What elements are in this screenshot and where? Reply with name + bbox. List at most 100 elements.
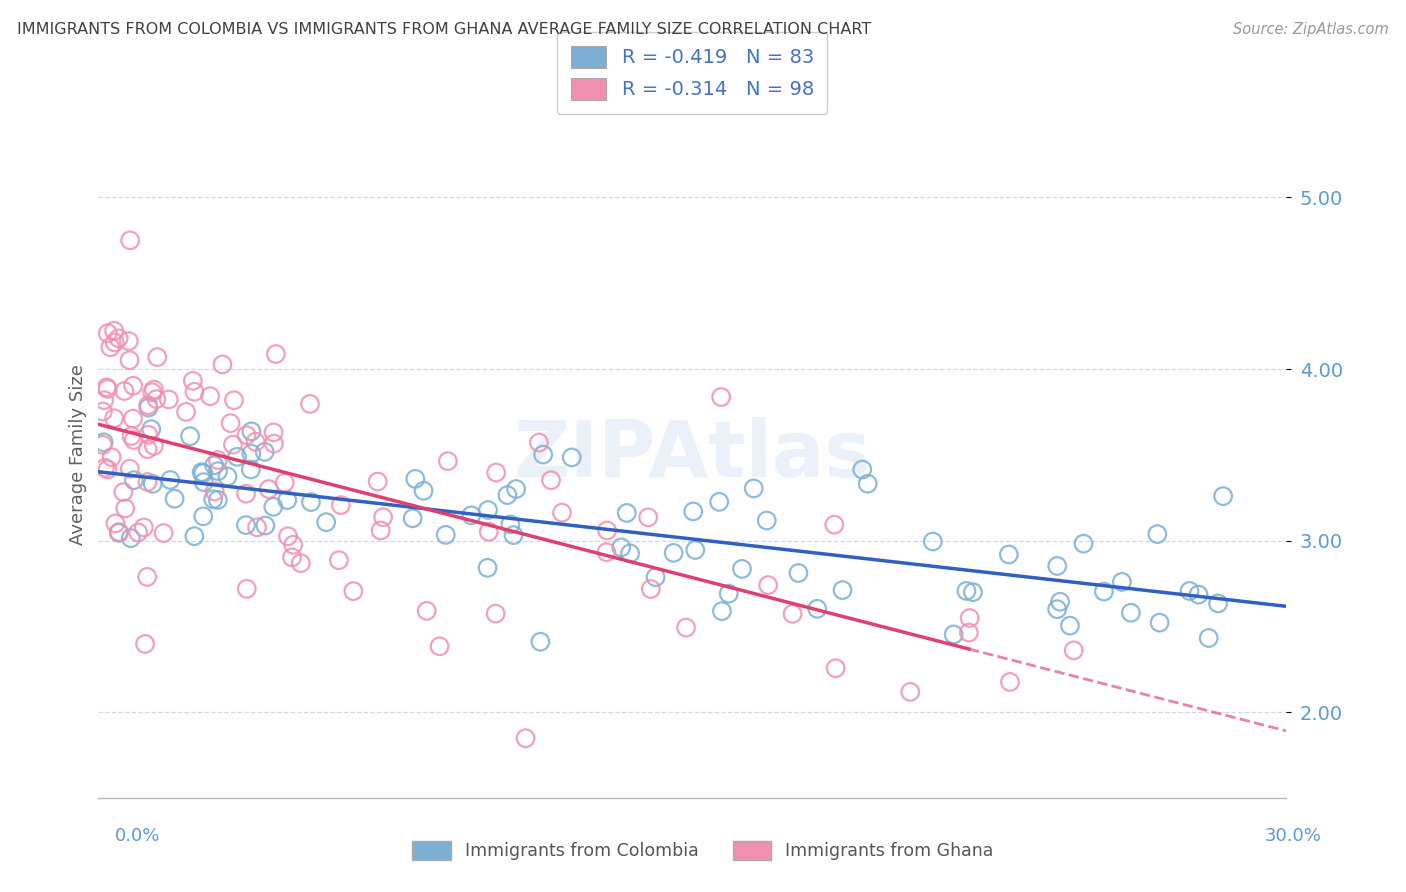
Point	[717, 587, 740, 601]
Point	[91, 438, 114, 452]
Point	[682, 504, 704, 518]
Point	[146, 350, 169, 364]
Point	[211, 358, 233, 372]
Point	[942, 627, 965, 641]
Point	[136, 475, 159, 489]
Point	[1206, 596, 1229, 610]
Point	[183, 529, 205, 543]
Point	[136, 398, 159, 412]
Text: 30.0%: 30.0%	[1265, 827, 1322, 845]
Point	[959, 611, 981, 625]
Point	[619, 546, 641, 560]
Point	[998, 548, 1021, 562]
Point	[193, 466, 215, 480]
Point	[193, 475, 215, 489]
Point	[675, 621, 697, 635]
Point	[644, 570, 666, 584]
Point	[108, 524, 131, 539]
Point	[1146, 527, 1168, 541]
Point	[1178, 584, 1201, 599]
Point	[120, 531, 142, 545]
Point	[239, 462, 262, 476]
Point	[141, 422, 163, 436]
Point	[93, 393, 115, 408]
Point	[142, 383, 165, 397]
Point	[159, 473, 181, 487]
Point	[1187, 588, 1209, 602]
Point	[276, 493, 298, 508]
Point	[127, 525, 149, 540]
Point	[499, 517, 522, 532]
Point	[190, 465, 212, 479]
Point	[142, 439, 165, 453]
Point	[235, 487, 257, 501]
Point	[1046, 602, 1069, 616]
Legend: R = -0.419   N = 83, R = -0.314   N = 98: R = -0.419 N = 83, R = -0.314 N = 98	[557, 32, 828, 114]
Point	[731, 562, 754, 576]
Point	[531, 448, 554, 462]
Point	[551, 506, 574, 520]
Point	[529, 634, 551, 648]
Point	[460, 508, 482, 523]
Point	[157, 392, 180, 407]
Point	[202, 492, 225, 507]
Point	[134, 637, 156, 651]
Point	[1212, 489, 1234, 503]
Point	[610, 541, 633, 555]
Point	[122, 473, 145, 487]
Point	[1149, 615, 1171, 630]
Point	[515, 731, 537, 746]
Point	[120, 429, 142, 443]
Point	[367, 475, 389, 489]
Point	[97, 382, 120, 396]
Point	[142, 476, 165, 491]
Point	[328, 553, 350, 567]
Point	[107, 331, 129, 345]
Point	[710, 604, 733, 618]
Point	[152, 526, 174, 541]
Point	[97, 462, 120, 476]
Point	[207, 492, 229, 507]
Point	[823, 517, 845, 532]
Point	[1046, 558, 1069, 573]
Point	[851, 462, 873, 476]
Point	[222, 437, 245, 451]
Point	[742, 482, 765, 496]
Point	[97, 326, 120, 341]
Point	[1063, 643, 1085, 657]
Point	[709, 495, 731, 509]
Point	[299, 495, 322, 509]
Y-axis label: Average Family Size: Average Family Size	[69, 365, 87, 545]
Point	[240, 447, 263, 461]
Point	[235, 582, 257, 596]
Point	[122, 433, 145, 447]
Point	[103, 411, 125, 425]
Point	[485, 466, 508, 480]
Point	[898, 685, 921, 699]
Text: IMMIGRANTS FROM COLOMBIA VS IMMIGRANTS FROM GHANA AVERAGE FAMILY SIZE CORRELATIO: IMMIGRANTS FROM COLOMBIA VS IMMIGRANTS F…	[17, 22, 872, 37]
Point	[505, 482, 527, 496]
Point	[434, 528, 457, 542]
Point	[202, 458, 225, 473]
Point	[824, 661, 846, 675]
Point	[235, 518, 257, 533]
Point	[595, 545, 617, 559]
Point	[755, 514, 778, 528]
Point	[245, 434, 267, 449]
Point	[246, 520, 269, 534]
Point	[596, 524, 619, 538]
Point	[145, 392, 167, 406]
Point	[262, 500, 284, 514]
Point	[98, 340, 121, 354]
Point	[122, 411, 145, 425]
Point	[100, 450, 122, 465]
Point	[112, 384, 135, 398]
Point	[806, 602, 828, 616]
Point	[112, 485, 135, 500]
Point	[1198, 631, 1220, 645]
Point	[370, 524, 392, 538]
Point	[416, 604, 439, 618]
Text: Source: ZipAtlas.com: Source: ZipAtlas.com	[1233, 22, 1389, 37]
Point	[540, 473, 562, 487]
Point	[1092, 584, 1115, 599]
